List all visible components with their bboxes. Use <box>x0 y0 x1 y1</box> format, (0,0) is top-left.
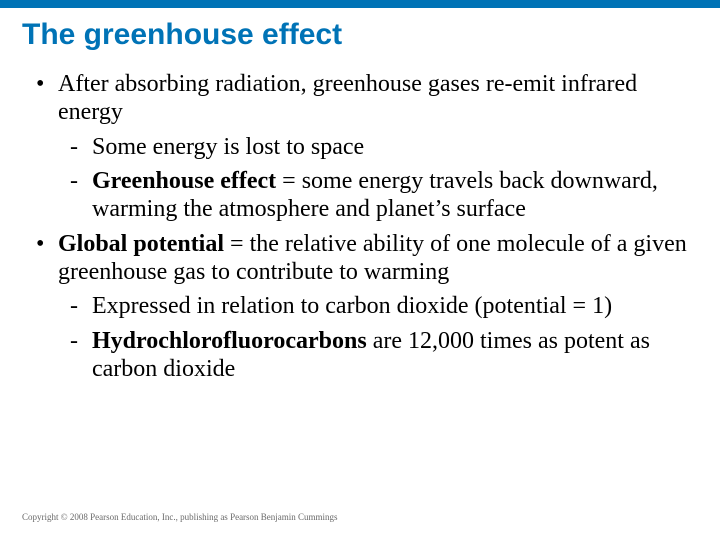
bullet-1-sub-2: Greenhouse effect = some energy travels … <box>58 167 702 224</box>
slide-body: After absorbing radiation, greenhouse ga… <box>0 70 720 383</box>
bullet-2-sub-2: Hydrochlorofluorocarbons are 12,000 time… <box>58 327 702 384</box>
slide-title: The greenhouse effect <box>0 8 720 70</box>
bullet-2: Global potential = the relative ability … <box>18 230 702 384</box>
bullet-2-bold: Global potential <box>58 231 224 257</box>
bullet-1-text: After absorbing radiation, greenhouse ga… <box>58 71 637 125</box>
bullet-2-sub-2-bold: Hydrochlorofluorocarbons <box>92 328 367 354</box>
bullet-1-sub-1-text: Some energy is lost to space <box>92 134 364 160</box>
bullet-1-sub-1: Some energy is lost to space <box>58 133 702 161</box>
copyright-footer: Copyright © 2008 Pearson Education, Inc.… <box>22 512 338 522</box>
bullet-2-sub-1-text: Expressed in relation to carbon dioxide … <box>92 293 612 319</box>
bullet-2-sub-1: Expressed in relation to carbon dioxide … <box>58 292 702 320</box>
bullet-1: After absorbing radiation, greenhouse ga… <box>18 70 702 224</box>
top-accent-bar <box>0 0 720 8</box>
bullet-1-sub-2-bold: Greenhouse effect <box>92 168 276 194</box>
